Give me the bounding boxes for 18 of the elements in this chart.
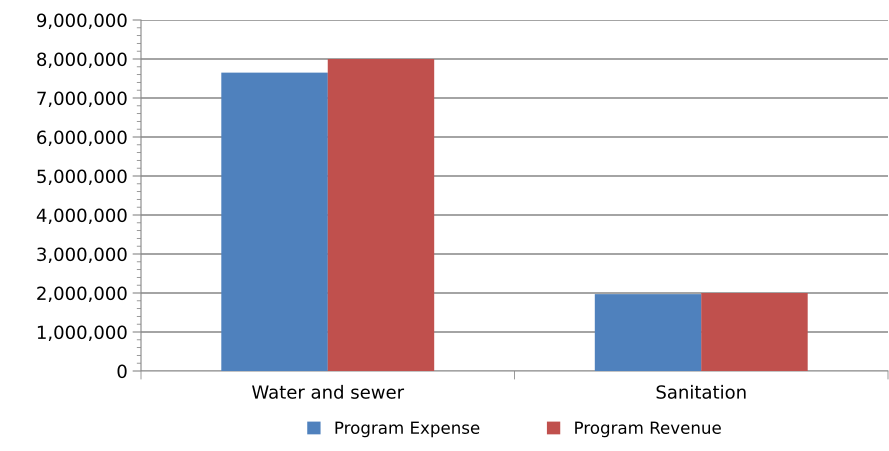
bar xyxy=(701,293,808,371)
bar xyxy=(221,72,328,371)
bar xyxy=(594,294,702,371)
legend-label: Program Expense xyxy=(336,422,480,438)
y-tick-label: 3,000,000 xyxy=(37,247,127,263)
bar xyxy=(328,59,434,371)
legend-label: Program Revenue xyxy=(575,422,721,438)
y-tick-label: 2,000,000 xyxy=(37,286,127,302)
y-tick-label: 4,000,000 xyxy=(36,208,127,224)
y-tick-label: 0 xyxy=(118,364,127,378)
y-tick-label: 6,000,000 xyxy=(37,130,127,146)
y-tick-label: 8,000,000 xyxy=(37,52,127,68)
x-tick-label: Water and sewer xyxy=(252,384,404,399)
y-tick-label: 5,000,000 xyxy=(37,169,127,185)
y-tick-label: 7,000,000 xyxy=(37,91,127,107)
y-tick-label: 9,000,000 xyxy=(37,13,127,29)
x-tick-label: Sanitation xyxy=(656,384,746,399)
y-tick-label: 1,000,000 xyxy=(38,325,127,341)
